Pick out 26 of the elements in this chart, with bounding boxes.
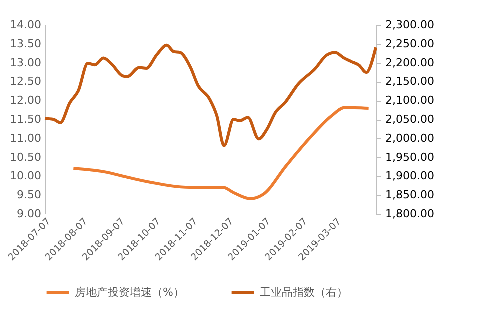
y-tick-label: 14.00 xyxy=(10,18,42,32)
line-series xyxy=(44,44,378,148)
y-tick-label: 13.50 xyxy=(10,37,42,50)
y2-tick-label: 1,800.00 xyxy=(386,208,434,220)
y2-tick-label: 2,300.00 xyxy=(386,18,434,32)
legend-label: 工业品指数（右） xyxy=(260,286,348,299)
y-tick-label: 11.50 xyxy=(10,113,42,126)
y-tick-label: 10.00 xyxy=(10,170,42,183)
y-tick-label: 9.50 xyxy=(17,188,42,202)
y2-tick-label: 2,200.00 xyxy=(386,56,434,70)
y2-tick-label: 1,900.00 xyxy=(386,170,434,183)
y-tick-label: 11.00 xyxy=(10,132,42,145)
y-tick-label: 12.50 xyxy=(10,75,42,88)
y2-tick-label: 1,950.00 xyxy=(386,150,434,164)
y2-tick-label: 1,850.00 xyxy=(386,188,434,202)
y2-tick-label: 2,150.00 xyxy=(386,75,434,88)
y2-tick-label: 2,250.00 xyxy=(386,37,434,50)
y2-tick-label: 2,100.00 xyxy=(386,94,434,108)
y-tick-label: 12.00 xyxy=(10,94,42,108)
y-tick-label: 9.00 xyxy=(17,208,42,220)
y2-tick-label: 2,000.00 xyxy=(386,132,434,145)
line-series xyxy=(72,106,370,200)
y-tick-label: 13.00 xyxy=(10,56,42,70)
legend-label: 房地产投资增速（%） xyxy=(75,286,184,299)
y2-tick-label: 2,050.00 xyxy=(386,113,434,126)
y-tick-label: 10.50 xyxy=(10,150,42,164)
